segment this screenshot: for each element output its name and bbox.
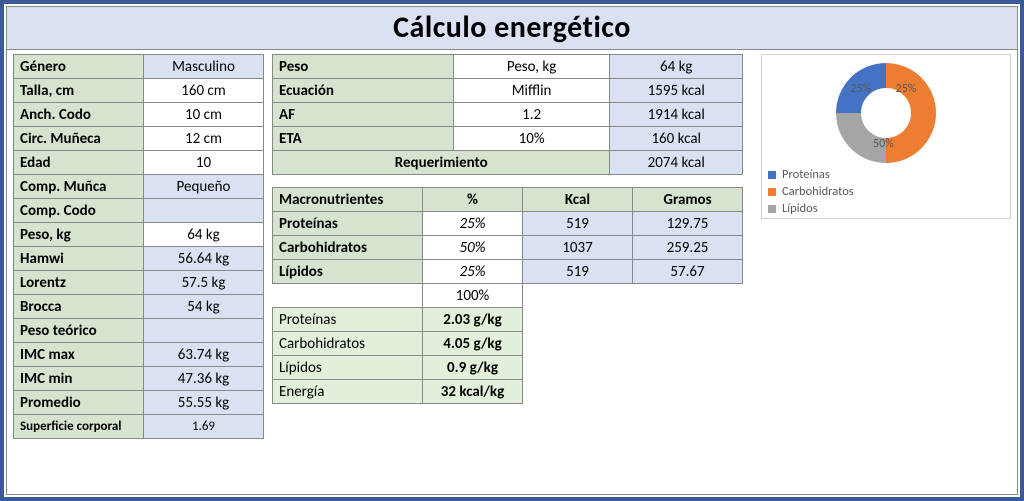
- left-row-label: IMC min: [14, 367, 144, 391]
- anthropometry-table: GéneroMasculinoTalla, cm160 cmAnch. Codo…: [13, 54, 264, 439]
- perkg-row-value: 2.03 g/kg: [423, 308, 523, 332]
- macro-row-grams: 57.67: [633, 260, 743, 284]
- legend-swatch: [768, 171, 776, 179]
- macro-total-pct: 100%: [423, 284, 523, 308]
- macro-header: Macronutrientes: [273, 188, 423, 212]
- frame: Cálculo energético GéneroMasculinoTalla,…: [0, 0, 1024, 501]
- left-row-value: Pequeño: [144, 175, 264, 199]
- energy-row-label: Peso: [273, 55, 454, 79]
- left-row-label: Comp. Codo: [14, 199, 144, 223]
- left-row-value: [144, 199, 264, 223]
- energy-row-mid: 10%: [453, 127, 610, 151]
- left-row-label: Brocca: [14, 295, 144, 319]
- pie-slice-label: 50%: [873, 137, 894, 151]
- pie-chart-card: 25% 50% 25% ProteínasCarbohidratosLípidos: [761, 54, 1011, 219]
- left-row-value: 10 cm: [144, 103, 264, 127]
- left-row-label: IMC max: [14, 343, 144, 367]
- left-row-label: Lorentz: [14, 271, 144, 295]
- energy-row-label: AF: [273, 103, 454, 127]
- left-row-value: 12 cm: [144, 127, 264, 151]
- macro-row-kcal: 519: [523, 212, 633, 236]
- chart-legend: ProteínasCarbohidratosLípidos: [762, 165, 1010, 222]
- left-row-label: Circ. Muñeca: [14, 127, 144, 151]
- left-row-value: 56.64 kg: [144, 247, 264, 271]
- energy-table: PesoPeso, kg64 kg EcuaciónMifflin1595 kca…: [272, 54, 743, 175]
- left-row-label: Edad: [14, 151, 144, 175]
- pie-slice-label: 25%: [850, 82, 871, 96]
- left-row-value: 63.74 kg: [144, 343, 264, 367]
- spacer: [273, 284, 423, 308]
- macro-row-pct: 50%: [423, 236, 523, 260]
- page-title: Cálculo energético: [7, 7, 1017, 50]
- left-row-value: 64 kg: [144, 223, 264, 247]
- requirement-label: Requerimiento: [273, 151, 610, 175]
- macro-header: Kcal: [523, 188, 633, 212]
- macro-row-grams: 129.75: [633, 212, 743, 236]
- perkg-row-value: 0.9 g/kg: [423, 356, 523, 380]
- pie-slice-label: 25%: [896, 82, 917, 96]
- macronutrients-table: Macronutrientes%KcalGramos Proteínas25%51…: [272, 187, 743, 308]
- left-row-label: Anch. Codo: [14, 103, 144, 127]
- requirement-value: 2074 kcal: [610, 151, 743, 175]
- energy-row-mid: Peso, kg: [453, 55, 610, 79]
- macro-row-kcal: 1037: [523, 236, 633, 260]
- spacer: [523, 284, 743, 308]
- left-row-value: 160 cm: [144, 79, 264, 103]
- left-row-label: Peso, kg: [14, 223, 144, 247]
- left-row-label: Promedio: [14, 391, 144, 415]
- left-row-value: [144, 319, 264, 343]
- left-row-value: 10: [144, 151, 264, 175]
- macro-row-name: Carbohidratos: [273, 236, 423, 260]
- legend-label: Carbohidratos: [782, 184, 854, 201]
- left-row-value: 57.5 kg: [144, 271, 264, 295]
- legend-item: Carbohidratos: [768, 184, 1004, 201]
- macro-row-name: Lípidos: [273, 260, 423, 284]
- left-row-label: Peso teórico: [14, 319, 144, 343]
- energy-row-value: 1914 kcal: [610, 103, 743, 127]
- panel: Cálculo energético GéneroMasculinoTalla,…: [6, 6, 1018, 495]
- perkg-row-label: Proteínas: [273, 308, 423, 332]
- macro-header: Gramos: [633, 188, 743, 212]
- energy-row-label: Ecuación: [273, 79, 454, 103]
- energy-row-mid: 1.2: [453, 103, 610, 127]
- left-row-value: Masculino: [144, 55, 264, 79]
- macro-row-pct: 25%: [423, 212, 523, 236]
- macro-row-name: Proteínas: [273, 212, 423, 236]
- left-row-label: Comp. Muñca: [14, 175, 144, 199]
- macro-row-kcal: 519: [523, 260, 633, 284]
- perkg-row-label: Lípidos: [273, 356, 423, 380]
- left-row-value: 55.55 kg: [144, 391, 264, 415]
- left-row-label: Género: [14, 55, 144, 79]
- content-area: GéneroMasculinoTalla, cm160 cmAnch. Codo…: [7, 50, 1017, 443]
- energy-row-mid: Mifflin: [453, 79, 610, 103]
- legend-swatch: [768, 205, 776, 213]
- pie-chart: 25% 50% 25%: [762, 55, 1010, 165]
- per-kg-table: Proteínas2.03 g/kgCarbohidratos4.05 g/kg…: [272, 307, 523, 404]
- left-row-label: Superficie corporal: [14, 415, 144, 439]
- perkg-row-label: Carbohidratos: [273, 332, 423, 356]
- legend-label: Lípidos: [782, 201, 818, 218]
- left-row-label: Talla, cm: [14, 79, 144, 103]
- macro-row-grams: 259.25: [633, 236, 743, 260]
- left-column: GéneroMasculinoTalla, cm160 cmAnch. Codo…: [13, 54, 264, 439]
- energy-row-value: 160 kcal: [610, 127, 743, 151]
- legend-label: Proteínas: [782, 167, 830, 184]
- macro-row-pct: 25%: [423, 260, 523, 284]
- energy-row-label: ETA: [273, 127, 454, 151]
- left-row-label: Hamwi: [14, 247, 144, 271]
- legend-swatch: [768, 188, 776, 196]
- left-row-value: 54 kg: [144, 295, 264, 319]
- left-row-value: 47.36 kg: [144, 367, 264, 391]
- macro-header: %: [423, 188, 523, 212]
- energy-row-value: 64 kg: [610, 55, 743, 79]
- left-row-value: 1.69: [144, 415, 264, 439]
- perkg-row-value: 4.05 g/kg: [423, 332, 523, 356]
- perkg-row-label: Energía: [273, 380, 423, 404]
- legend-item: Lípidos: [768, 201, 1004, 218]
- energy-row-value: 1595 kcal: [610, 79, 743, 103]
- main-column: PesoPeso, kg64 kg EcuaciónMifflin1595 kca…: [272, 54, 743, 439]
- perkg-row-value: 32 kcal/kg: [423, 380, 523, 404]
- legend-item: Proteínas: [768, 167, 1004, 184]
- macro-block: Macronutrientes%KcalGramosProteínas25%51…: [272, 187, 743, 404]
